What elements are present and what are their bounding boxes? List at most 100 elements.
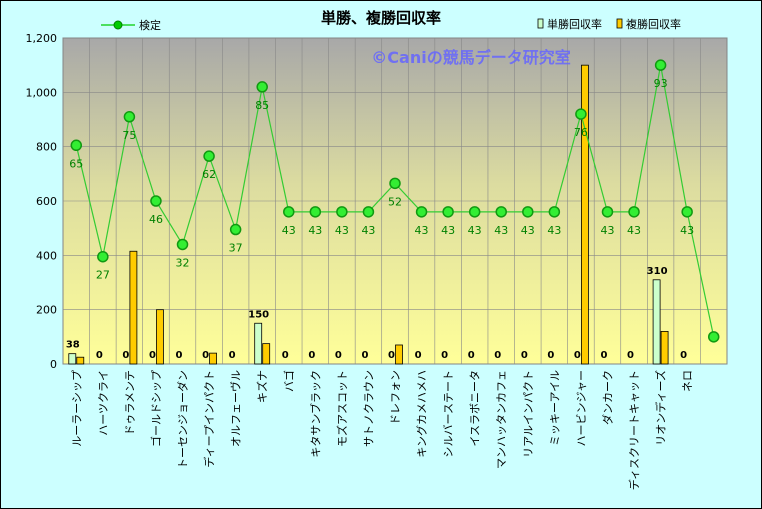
test-value-label: 43	[441, 224, 455, 237]
test-line-point	[336, 206, 348, 218]
category-label: ミッキーアイル	[548, 370, 561, 446]
test-line-point	[442, 206, 454, 218]
win-return-value-label: 0	[335, 350, 342, 361]
win-return-value-label: 0	[415, 350, 422, 361]
legend-win-label: 単勝回収率	[547, 17, 602, 31]
test-line-point	[176, 238, 189, 251]
place-return-bar	[129, 250, 138, 365]
category-label: キングカメハメハ	[415, 370, 429, 458]
legend: 検定 単勝回収率 複勝回収率	[101, 17, 681, 32]
win-return-value-label: 0	[680, 350, 687, 361]
win-return-bar	[254, 322, 263, 365]
y-tick-label: 1,000	[26, 86, 58, 99]
test-value-label: 37	[229, 242, 243, 255]
test-line-point	[548, 206, 561, 218]
category-label: ドゥラメンテ	[123, 370, 136, 436]
test-value-label: 43	[680, 224, 694, 237]
category-label: リオンディーズ	[654, 370, 668, 446]
test-value-label: 75	[122, 129, 136, 142]
place-return-bar	[395, 344, 403, 365]
win-return-value-label: 0	[600, 350, 607, 361]
win-return-value-label: 0	[308, 350, 315, 361]
test-value-label: 43	[627, 224, 641, 237]
place-return-bar	[209, 352, 217, 365]
win-return-value-label: 0	[388, 350, 395, 361]
chart-title: 単勝、複勝回収率	[321, 9, 441, 27]
test-value-label: 43	[308, 224, 322, 237]
category-label: リアルインパクト	[522, 370, 535, 458]
test-line-point	[283, 206, 295, 218]
place-return-bar	[581, 64, 589, 365]
test-line-point	[654, 59, 667, 71]
legend-place-label: 複勝回収率	[626, 17, 681, 31]
watermark: ©Caniの競馬データ研究室	[371, 48, 570, 67]
category-label: トーセンジョーダン	[176, 370, 190, 469]
test-value-label: 32	[176, 256, 190, 269]
test-line-point	[70, 139, 83, 152]
win-return-value-label: 0	[229, 350, 236, 361]
win-return-value-label: 0	[441, 350, 448, 361]
test-value-label: 46	[149, 213, 163, 226]
win-return-value-label: 0	[176, 350, 183, 361]
place-return-bar	[76, 356, 85, 365]
category-label: ドレフォン	[389, 370, 402, 425]
category-label: ディスクリートキャット	[627, 370, 641, 490]
legend-line-label: 検定	[139, 18, 161, 32]
test-value-label: 43	[361, 224, 375, 237]
win-return-value-label: 310	[647, 266, 668, 277]
test-line	[70, 59, 720, 343]
win-return-value-label: 0	[627, 350, 634, 361]
legend-place-swatch	[616, 18, 623, 29]
test-value-label: 43	[468, 224, 482, 237]
win-return-value-label: 0	[96, 350, 103, 361]
grid-lines	[62, 37, 728, 365]
test-line-point	[522, 206, 534, 218]
legend-place: 複勝回収率	[616, 17, 681, 31]
category-label: ダンカーク	[600, 370, 614, 425]
win-return-value-label: 0	[202, 350, 209, 361]
test-value-label: 62	[202, 168, 216, 181]
y-tick-label: 1,200	[26, 32, 58, 45]
y-tick-label: 800	[36, 141, 57, 154]
test-line-point	[681, 206, 693, 218]
place-return-bar	[660, 330, 669, 365]
test-line-point	[362, 206, 375, 218]
category-label: ネロ	[681, 370, 694, 392]
test-line-point	[97, 250, 109, 263]
place-return-bar	[156, 309, 164, 365]
category-label: シルバーステート	[442, 370, 455, 457]
y-axis-ticks: 0 200 400 600 800 1,000 1,200	[26, 32, 58, 371]
category-label: サトノクラウン	[362, 370, 375, 447]
win-return-bar	[652, 279, 661, 365]
test-value-label: 65	[69, 157, 83, 170]
test-line-point	[150, 195, 162, 207]
legend-win-swatch	[537, 18, 544, 29]
test-value-label: 43	[494, 224, 508, 237]
test-line-point	[628, 206, 640, 218]
y-tick-label: 200	[36, 304, 57, 317]
win-return-value-label: 0	[149, 350, 156, 361]
test-line-point	[495, 206, 507, 218]
test-line-point	[389, 177, 401, 190]
legend-win: 単勝回収率	[537, 17, 602, 31]
y-tick-label: 600	[36, 195, 57, 208]
category-label: オルフェーヴル	[229, 370, 243, 447]
test-value-label: 43	[547, 224, 561, 237]
category-label: ハーツクライ	[97, 370, 110, 436]
win-return-value-label: 0	[122, 350, 129, 361]
test-value-label: 85	[255, 99, 269, 112]
test-value-label: 76	[574, 126, 588, 139]
test-value-label: 43	[521, 224, 535, 237]
test-value-label: 52	[388, 195, 402, 208]
category-label: モズアスコット	[335, 370, 349, 447]
test-line-point	[707, 331, 720, 343]
win-return-value-label: 0	[574, 350, 581, 361]
y-tick-label: 0	[50, 358, 57, 371]
category-label: キタサンブラック	[308, 370, 322, 458]
win-return-value-label: 0	[468, 350, 475, 361]
legend-line-marker	[113, 20, 123, 30]
test-value-label: 43	[415, 224, 429, 237]
category-label: バゴ	[282, 370, 296, 392]
